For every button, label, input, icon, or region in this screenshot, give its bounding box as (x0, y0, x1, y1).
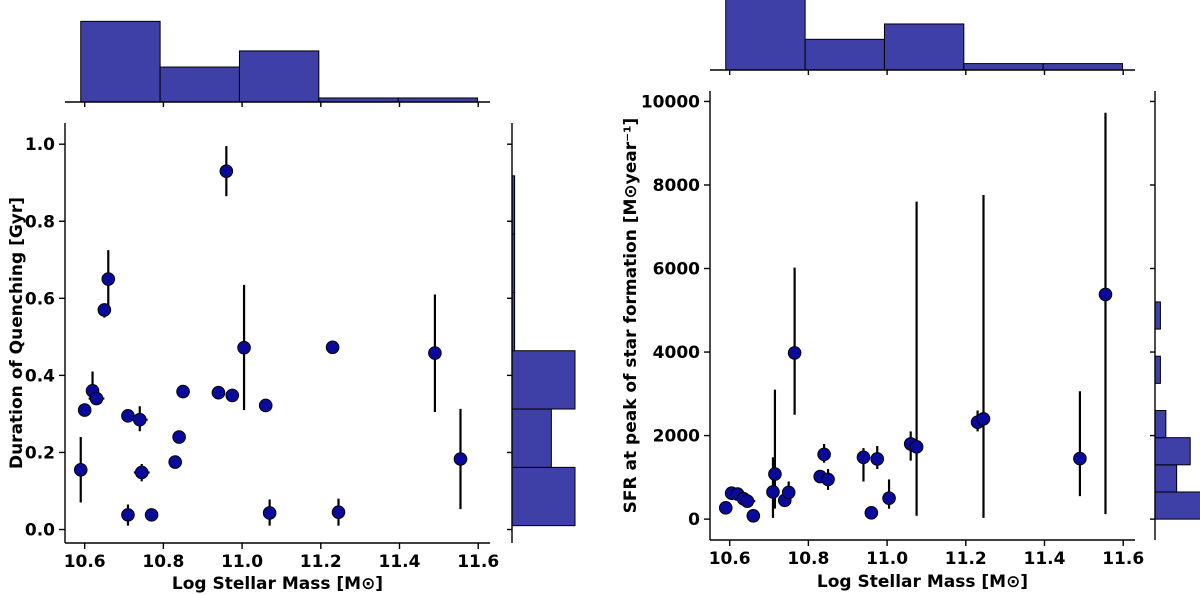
data-point (101, 272, 116, 286)
top-histogram-bar (725, 0, 806, 71)
data-point (453, 452, 468, 466)
data-point (781, 485, 796, 500)
right-panel-peak-sfr: 10.6 10.8 11.0 11.2 11.4 11.6 0 2000 4000 6000 800… (621, 0, 1200, 592)
y-tick-label: 0.4 (25, 366, 55, 386)
x-tick-label: 11.6 (1102, 549, 1144, 569)
x-tick-label: 11.2 (945, 549, 987, 569)
data-point (325, 340, 340, 355)
data-point (219, 164, 234, 178)
data-point (766, 485, 780, 499)
data-point (89, 391, 104, 406)
y-tick-label: 4000 (653, 343, 700, 363)
x-axis-label: Log Stellar Mass [M⊙] (172, 574, 383, 594)
right-histogram-bar (1154, 410, 1167, 439)
x-tick-label: 11.2 (300, 552, 342, 572)
top-histogram-bar (963, 63, 1044, 71)
y-tick-label: 0.2 (25, 443, 55, 463)
y-tick-label: 0.8 (25, 212, 55, 232)
data-point (740, 494, 755, 508)
data-point (746, 508, 761, 523)
y-tick-label: 8000 (653, 176, 700, 196)
right-histogram-bar (511, 466, 576, 527)
top-histogram-bar (804, 38, 885, 71)
x-tick-label: 10.8 (787, 549, 829, 569)
data-point (864, 506, 879, 520)
x-tick-label: 11.0 (221, 552, 263, 572)
data-point (121, 409, 135, 423)
right-histogram-bar (1154, 355, 1161, 384)
data-point (262, 506, 277, 520)
right-histogram-bar (1154, 437, 1191, 466)
y-tick-label: 0.6 (25, 289, 55, 309)
right-histogram-bar (1154, 491, 1200, 520)
top-histogram-bar (238, 50, 320, 103)
data-point (211, 385, 226, 400)
data-point (176, 384, 190, 399)
left-panel-quenching-duration: 10.6 10.8 11.0 11.2 11.4 11.6 0.0 0.2 0.4 0.6 0.8 1… (7, 20, 576, 594)
x-axis-label: Log Stellar Mass [M⊙] (817, 572, 1028, 592)
right-histogram-bar (1154, 301, 1161, 330)
top-histogram-bar (80, 20, 161, 103)
x-tick-label: 10.6 (64, 552, 106, 572)
top-histogram-bar (883, 23, 965, 71)
data-point (172, 430, 186, 444)
right-histogram-bar (511, 350, 576, 410)
right-histogram-bar (511, 408, 552, 468)
x-tick-label: 11.4 (1024, 549, 1066, 569)
x-tick-label: 11.0 (866, 549, 908, 569)
y-tick-label: 0.0 (25, 521, 55, 541)
data-point (817, 447, 831, 462)
data-point (821, 472, 835, 487)
top-histogram-bar (1042, 63, 1124, 71)
x-tick-label: 10.8 (142, 552, 184, 572)
data-point (144, 508, 159, 522)
y-tick-label: 2000 (653, 427, 700, 447)
data-point (121, 508, 135, 522)
x-tick-label: 11.4 (379, 552, 421, 572)
data-point (132, 412, 147, 427)
y-tick-label: 0 (688, 510, 700, 530)
y-axis-label: Duration of Quenching [Gyr] (7, 197, 27, 469)
data-point (856, 450, 871, 465)
data-point (168, 455, 182, 469)
right-histogram-bar (1154, 464, 1178, 493)
data-point (97, 303, 112, 317)
data-point (237, 340, 251, 355)
y-tick-label: 10000 (641, 92, 700, 112)
data-point (870, 452, 885, 466)
x-tick-label: 11.6 (457, 552, 499, 572)
data-point (718, 501, 733, 515)
data-point (909, 440, 924, 454)
data-point (225, 388, 240, 403)
data-point (77, 403, 92, 417)
data-point (331, 505, 346, 519)
y-tick-label: 1.0 (25, 135, 55, 155)
top-histogram-bar (159, 66, 240, 103)
data-point (768, 467, 782, 481)
data-point (134, 465, 149, 480)
data-point (73, 462, 88, 477)
data-point (428, 346, 442, 360)
data-point (787, 346, 802, 360)
y-axis-label: SFR at peak of star formation [M⊙year⁻¹] (621, 118, 641, 514)
x-tick-label: 10.6 (709, 549, 751, 569)
y-tick-label: 6000 (653, 260, 700, 280)
data-point (976, 412, 991, 426)
data-point (882, 491, 896, 506)
data-point (1098, 287, 1113, 302)
data-point (258, 398, 273, 413)
data-point (1073, 451, 1087, 466)
